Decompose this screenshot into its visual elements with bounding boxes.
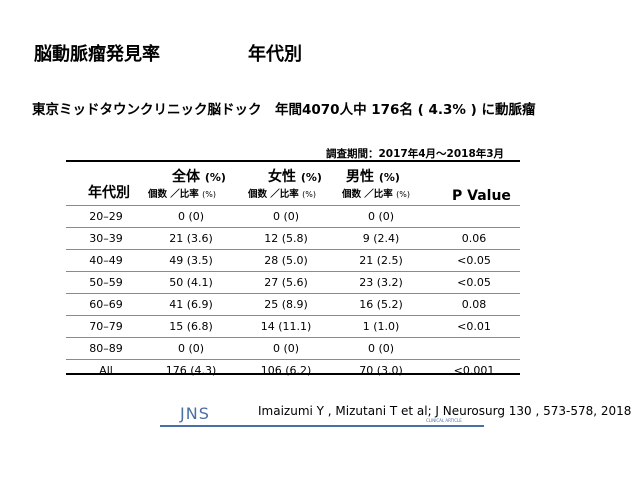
cell-all: 50 (4.1)	[169, 276, 213, 289]
header-all-sub-unit: (%)	[202, 190, 216, 199]
header-age: 年代別	[88, 185, 130, 201]
cell-age: 60–69	[89, 298, 123, 311]
header-female-sub-label: 個数 ／比率	[248, 189, 299, 200]
table-row-total: All 176 (4.3) 106 (6.2) 70 (3.0) <0.001	[66, 359, 520, 382]
table-row: 40–49 49 (3.5) 28 (5.0) 21 (2.5) <0.05	[66, 249, 520, 271]
cell-male: 0 (0)	[367, 342, 395, 355]
table-header: 年代別 全体 (%) 個数 ／比率 (%) 女性 (%) 個数 ／比率 (%) …	[66, 164, 520, 206]
header-all-label: 全体	[172, 169, 200, 185]
table-row: 50–59 50 (4.1) 27 (5.6) 23 (3.2) <0.05	[66, 271, 520, 293]
cell-all: 176 (4.3)	[165, 364, 217, 377]
incidence-table: 年代別 全体 (%) 個数 ／比率 (%) 女性 (%) 個数 ／比率 (%) …	[66, 160, 520, 377]
header-all-unit: (%)	[204, 171, 226, 184]
header-female: 女性 (%)	[268, 166, 322, 186]
journal-logo-rule	[160, 425, 484, 427]
header-female-label: 女性	[268, 169, 296, 185]
cell-p-value: <0.001	[453, 364, 495, 377]
cell-female: 27 (5.6)	[264, 276, 308, 289]
subtitle: 東京ミッドタウンクリニック脳ドック 年間4070人中 176名 ( 4.3% )…	[32, 102, 536, 118]
table-body: 20–29 0 (0) 0 (0) 0 (0) 30–39 21 (3.6) 1…	[66, 205, 520, 382]
header-male-sub-label: 個数 ／比率	[342, 189, 393, 200]
cell-p-value: <0.05	[457, 254, 491, 267]
table-bottom-rule	[66, 373, 520, 375]
cell-age: All	[99, 364, 113, 377]
table-row: 60–69 41 (6.9) 25 (8.9) 16 (5.2) 0.08	[66, 293, 520, 315]
cell-all: 0 (0)	[177, 210, 205, 223]
title-sub: 年代別	[248, 44, 302, 65]
cell-all: 15 (6.8)	[169, 320, 213, 333]
journal-logo-small: CLINICAL ARTICLE	[426, 418, 462, 423]
table-row: 30–39 21 (3.6) 12 (5.8) 9 (2.4) 0.06	[66, 227, 520, 249]
header-female-sub: 個数 ／比率 (%)	[248, 186, 316, 200]
header-all-sub-label: 個数 ／比率	[148, 189, 199, 200]
header-male: 男性 (%)	[346, 166, 400, 186]
cell-female: 0 (0)	[272, 342, 300, 355]
cell-female: 0 (0)	[272, 210, 300, 223]
cell-age: 80–89	[89, 342, 123, 355]
journal-logo-text: JNS	[180, 404, 210, 423]
cell-age: 50–59	[89, 276, 123, 289]
cell-age: 70–79	[89, 320, 123, 333]
table-row: 20–29 0 (0) 0 (0) 0 (0)	[66, 205, 520, 227]
header-male-sub-unit: (%)	[396, 190, 410, 199]
header-male-label: 男性	[346, 169, 374, 185]
header-all: 全体 (%)	[172, 166, 226, 186]
cell-female: 28 (5.0)	[264, 254, 308, 267]
cell-female: 25 (8.9)	[264, 298, 308, 311]
cell-p-value: <0.01	[457, 320, 491, 333]
header-female-unit: (%)	[300, 171, 322, 184]
cell-male: 0 (0)	[367, 210, 395, 223]
table-row: 70–79 15 (6.8) 14 (11.1) 1 (1.0) <0.01	[66, 315, 520, 337]
cell-p-value: 0.06	[461, 232, 487, 245]
cell-male: 23 (3.2)	[359, 276, 403, 289]
header-male-sub: 個数 ／比率 (%)	[342, 186, 410, 200]
cell-all: 21 (3.6)	[169, 232, 213, 245]
survey-period: 調査期間：2017年4月～2018年3月	[326, 148, 505, 160]
cell-female: 106 (6.2)	[260, 364, 312, 377]
cell-male: 16 (5.2)	[359, 298, 403, 311]
header-female-sub-unit: (%)	[302, 190, 316, 199]
citation: Imaizumi Y , Mizutani T et al; J Neurosu…	[258, 404, 632, 418]
header-all-sub: 個数 ／比率 (%)	[148, 186, 216, 200]
cell-all: 49 (3.5)	[169, 254, 213, 267]
cell-male: 9 (2.4)	[362, 232, 400, 245]
table-top-rule	[66, 160, 520, 162]
cell-male: 1 (1.0)	[362, 320, 400, 333]
cell-age: 30–39	[89, 232, 123, 245]
cell-p-value: <0.05	[457, 276, 491, 289]
page-title: 脳動脈瘤発見率 年代別	[34, 40, 302, 66]
cell-male: 21 (2.5)	[359, 254, 403, 267]
title-main: 脳動脈瘤発見率	[34, 44, 160, 65]
header-p-value: P Value	[452, 188, 511, 204]
cell-age: 20–29	[89, 210, 123, 223]
table-row: 80–89 0 (0) 0 (0) 0 (0)	[66, 337, 520, 359]
cell-all: 41 (6.9)	[169, 298, 213, 311]
cell-all: 0 (0)	[177, 342, 205, 355]
cell-female: 12 (5.8)	[264, 232, 308, 245]
cell-p-value: 0.08	[461, 298, 487, 311]
cell-male: 70 (3.0)	[359, 364, 403, 377]
header-male-unit: (%)	[378, 171, 400, 184]
cell-female: 14 (11.1)	[260, 320, 312, 333]
cell-age: 40–49	[89, 254, 123, 267]
journal-logo: JNS CLINICAL ARTICLE	[160, 404, 484, 428]
